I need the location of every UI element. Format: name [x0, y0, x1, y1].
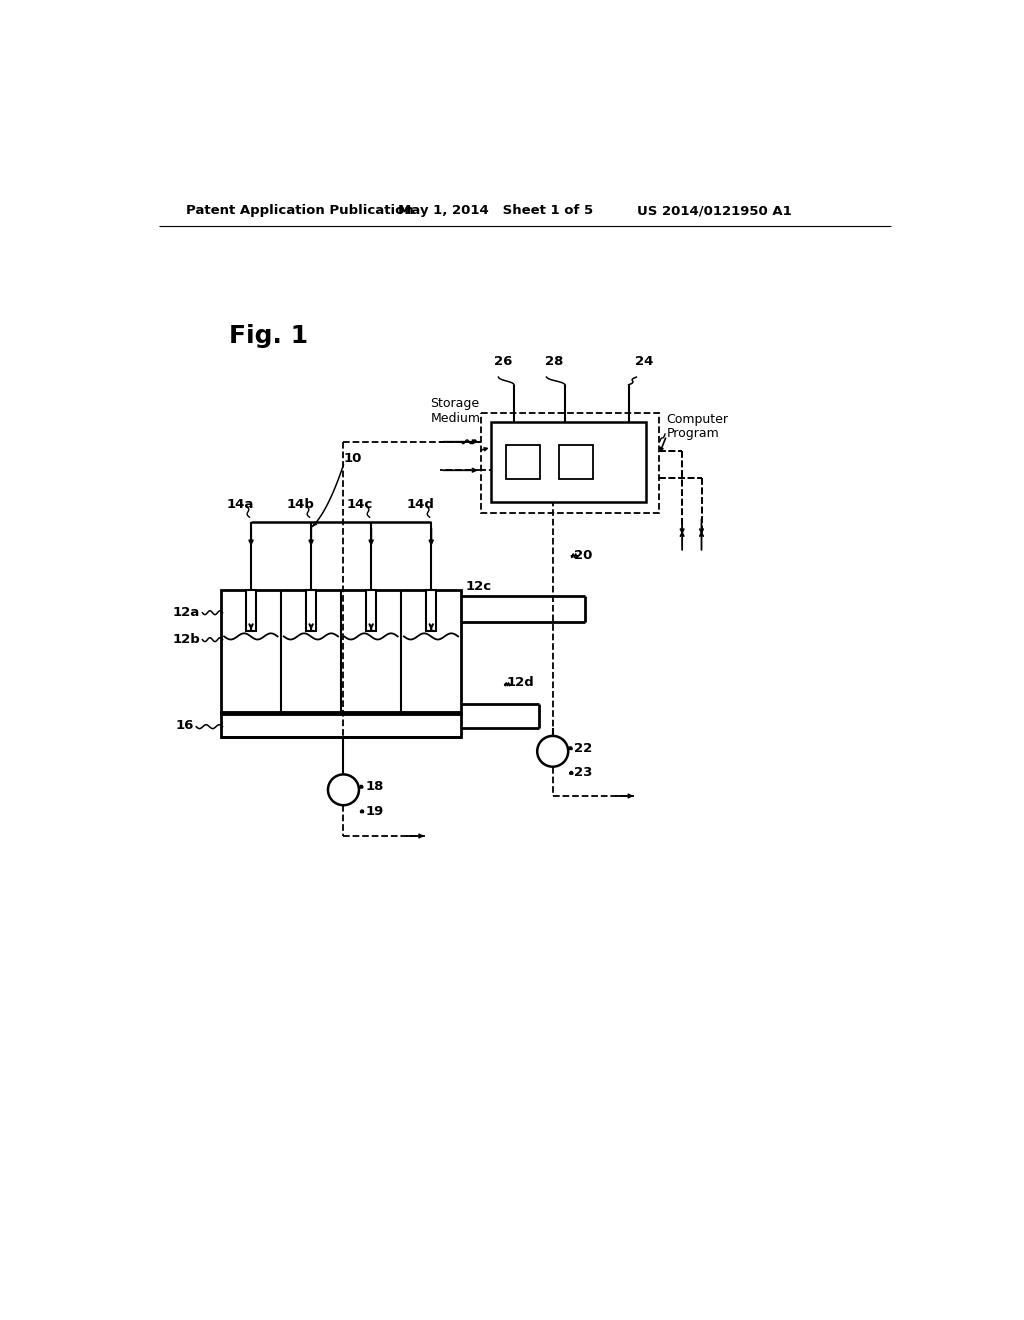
Bar — [480, 412, 658, 512]
Text: 14b: 14b — [287, 499, 314, 511]
Text: 18: 18 — [366, 780, 384, 793]
Text: 14c: 14c — [346, 499, 373, 511]
Text: 20: 20 — [573, 549, 592, 562]
Text: Fig. 1: Fig. 1 — [228, 323, 308, 347]
Text: 23: 23 — [574, 767, 593, 779]
Bar — [506, 445, 541, 479]
Text: US 2014/0121950 A1: US 2014/0121950 A1 — [637, 205, 792, 218]
Bar — [426, 590, 436, 631]
Text: 28: 28 — [545, 355, 563, 368]
Text: Storage
Medium: Storage Medium — [430, 397, 480, 425]
Bar — [221, 713, 461, 738]
Bar — [367, 590, 376, 631]
Text: 12b: 12b — [173, 634, 201, 647]
Text: 12a: 12a — [173, 606, 201, 619]
Text: 10: 10 — [343, 453, 361, 465]
Text: 22: 22 — [574, 742, 593, 755]
Text: Patent Application Publication: Patent Application Publication — [186, 205, 414, 218]
Text: May 1, 2014   Sheet 1 of 5: May 1, 2014 Sheet 1 of 5 — [397, 205, 593, 218]
Bar — [306, 590, 316, 631]
Bar — [221, 590, 461, 713]
Text: 16: 16 — [176, 718, 195, 731]
Text: 19: 19 — [366, 805, 383, 818]
Text: 26: 26 — [494, 355, 512, 368]
Bar — [490, 422, 646, 502]
Text: 24: 24 — [635, 355, 653, 368]
Text: 14d: 14d — [407, 499, 434, 511]
Bar — [559, 445, 593, 479]
Text: 12d: 12d — [506, 676, 534, 689]
Text: Computer
Program: Computer Program — [667, 412, 729, 441]
Text: 12c: 12c — [465, 579, 492, 593]
Bar — [246, 590, 256, 631]
Text: 14a: 14a — [226, 499, 254, 511]
